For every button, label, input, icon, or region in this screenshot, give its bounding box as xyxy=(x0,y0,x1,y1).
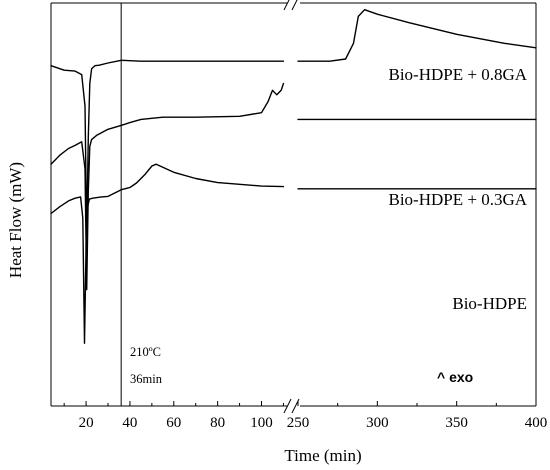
x-tick-label-300: 300 xyxy=(366,415,389,431)
series-2-line-left xyxy=(50,163,285,344)
series-0-line-right xyxy=(297,9,537,62)
x-tick-label-80: 80 xyxy=(210,415,225,431)
x-tick-label-250: 250 xyxy=(287,415,310,431)
chart-texts: Time (min) Heat Flow (mW) Bio-HDPE + 0.8… xyxy=(6,65,528,465)
marker-temperature-label: 210ºC xyxy=(130,345,161,359)
x-tick-label-40: 40 xyxy=(122,415,137,431)
series-label-08ga: Bio-HDPE + 0.8GA xyxy=(388,65,527,84)
axis-break-top-2 xyxy=(291,0,298,11)
x-tick-label-100: 100 xyxy=(250,415,273,431)
x-axis-label: Time (min) xyxy=(284,446,361,465)
marker-time-label: 36min xyxy=(130,372,163,386)
exo-direction-label: ^ exo xyxy=(437,369,473,385)
y-axis-label: Heat Flow (mW) xyxy=(6,162,25,278)
x-tick-label-350: 350 xyxy=(445,415,468,431)
series-label-03ga: Bio-HDPE + 0.3GA xyxy=(388,190,527,209)
series-label-neat: Bio-HDPE xyxy=(452,294,527,313)
chart-curves xyxy=(50,9,537,344)
x-tick-label-60: 60 xyxy=(166,415,181,431)
x-tick-label-20: 20 xyxy=(79,415,94,431)
series-1-line-left xyxy=(50,82,285,291)
chart-axes: 20 40 60 80 100 250 300 350 400 xyxy=(50,0,548,431)
x-tick-label-400: 400 xyxy=(525,415,548,431)
series-0-line-left xyxy=(50,59,285,237)
axis-break-bottom-1 xyxy=(283,398,292,414)
axis-break-top-1 xyxy=(283,0,290,11)
